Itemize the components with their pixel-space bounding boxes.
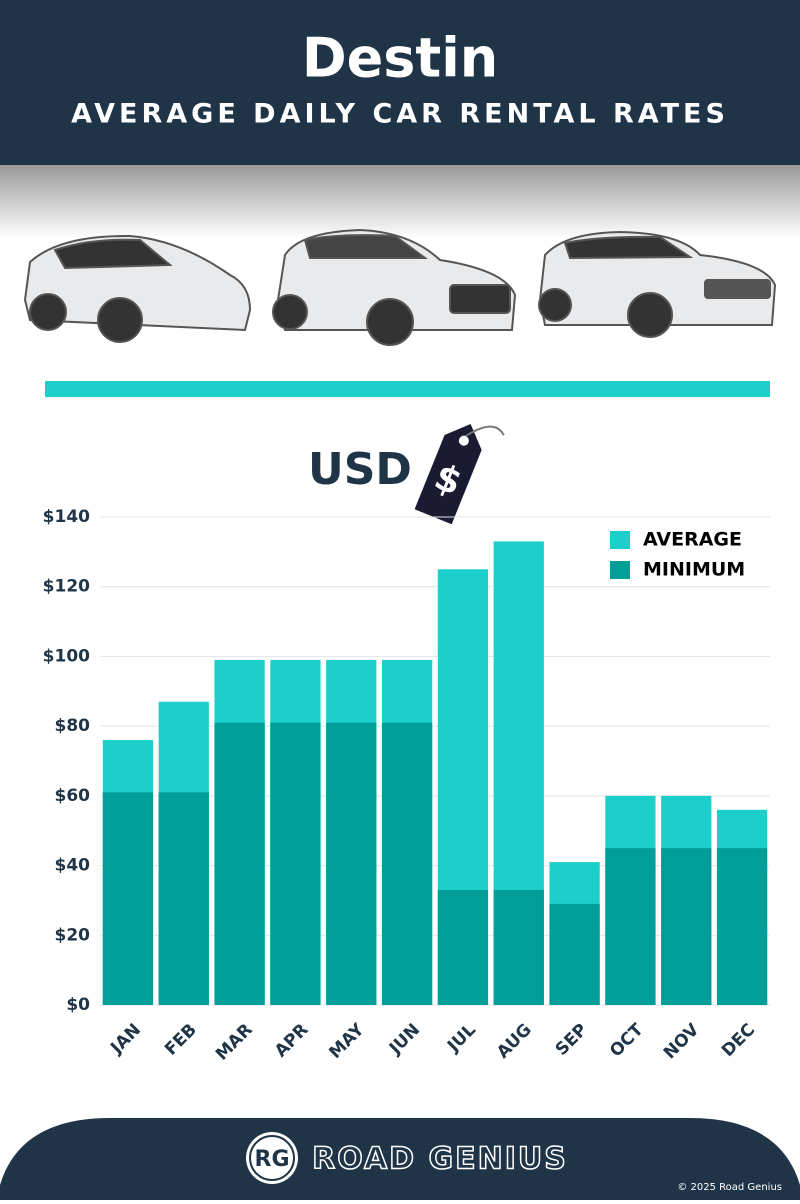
car-range-rover [538,230,777,338]
subtitle: AVERAGE DAILY CAR RENTAL RATES [71,99,729,130]
car-hatchback [23,234,252,343]
car-suv [272,228,517,346]
y-tick-label: $140 [43,507,90,527]
logo-badge [246,1132,298,1184]
divider [45,381,770,397]
bar [214,722,265,1005]
bar [605,848,656,1005]
y-tick-label: $20 [55,925,91,945]
y-tick-label: $0 [66,995,90,1015]
bar [493,889,544,1005]
legend-label: AVERAGE [643,529,742,551]
logo: RG [255,1147,290,1172]
unit-label: USD [308,444,412,495]
legend-swatch [610,561,630,579]
price-tag: $ [414,424,505,525]
legend-swatch [610,531,630,549]
bar [270,722,321,1005]
copyright: © 2025 Road Genius [677,1182,782,1193]
y-tick-label: $40 [55,856,91,876]
bar [158,792,209,1005]
bar [326,722,377,1005]
bar [716,848,768,1005]
title: Destin [302,27,498,90]
footer-band [0,1118,800,1200]
y-tick-label: $100 [43,646,90,666]
bar [102,792,154,1005]
y-tick-label: $80 [55,716,91,736]
bar [549,903,600,1005]
brand: ROAD GENIUS [312,1142,568,1177]
header-band [0,0,800,165]
bar [381,722,433,1005]
logo-ring [249,1135,295,1181]
y-tick-label: $60 [55,786,91,806]
bar [661,848,712,1005]
y-tick-label: $120 [43,577,90,597]
legend-label: MINIMUM [643,559,745,581]
bar [437,889,489,1005]
